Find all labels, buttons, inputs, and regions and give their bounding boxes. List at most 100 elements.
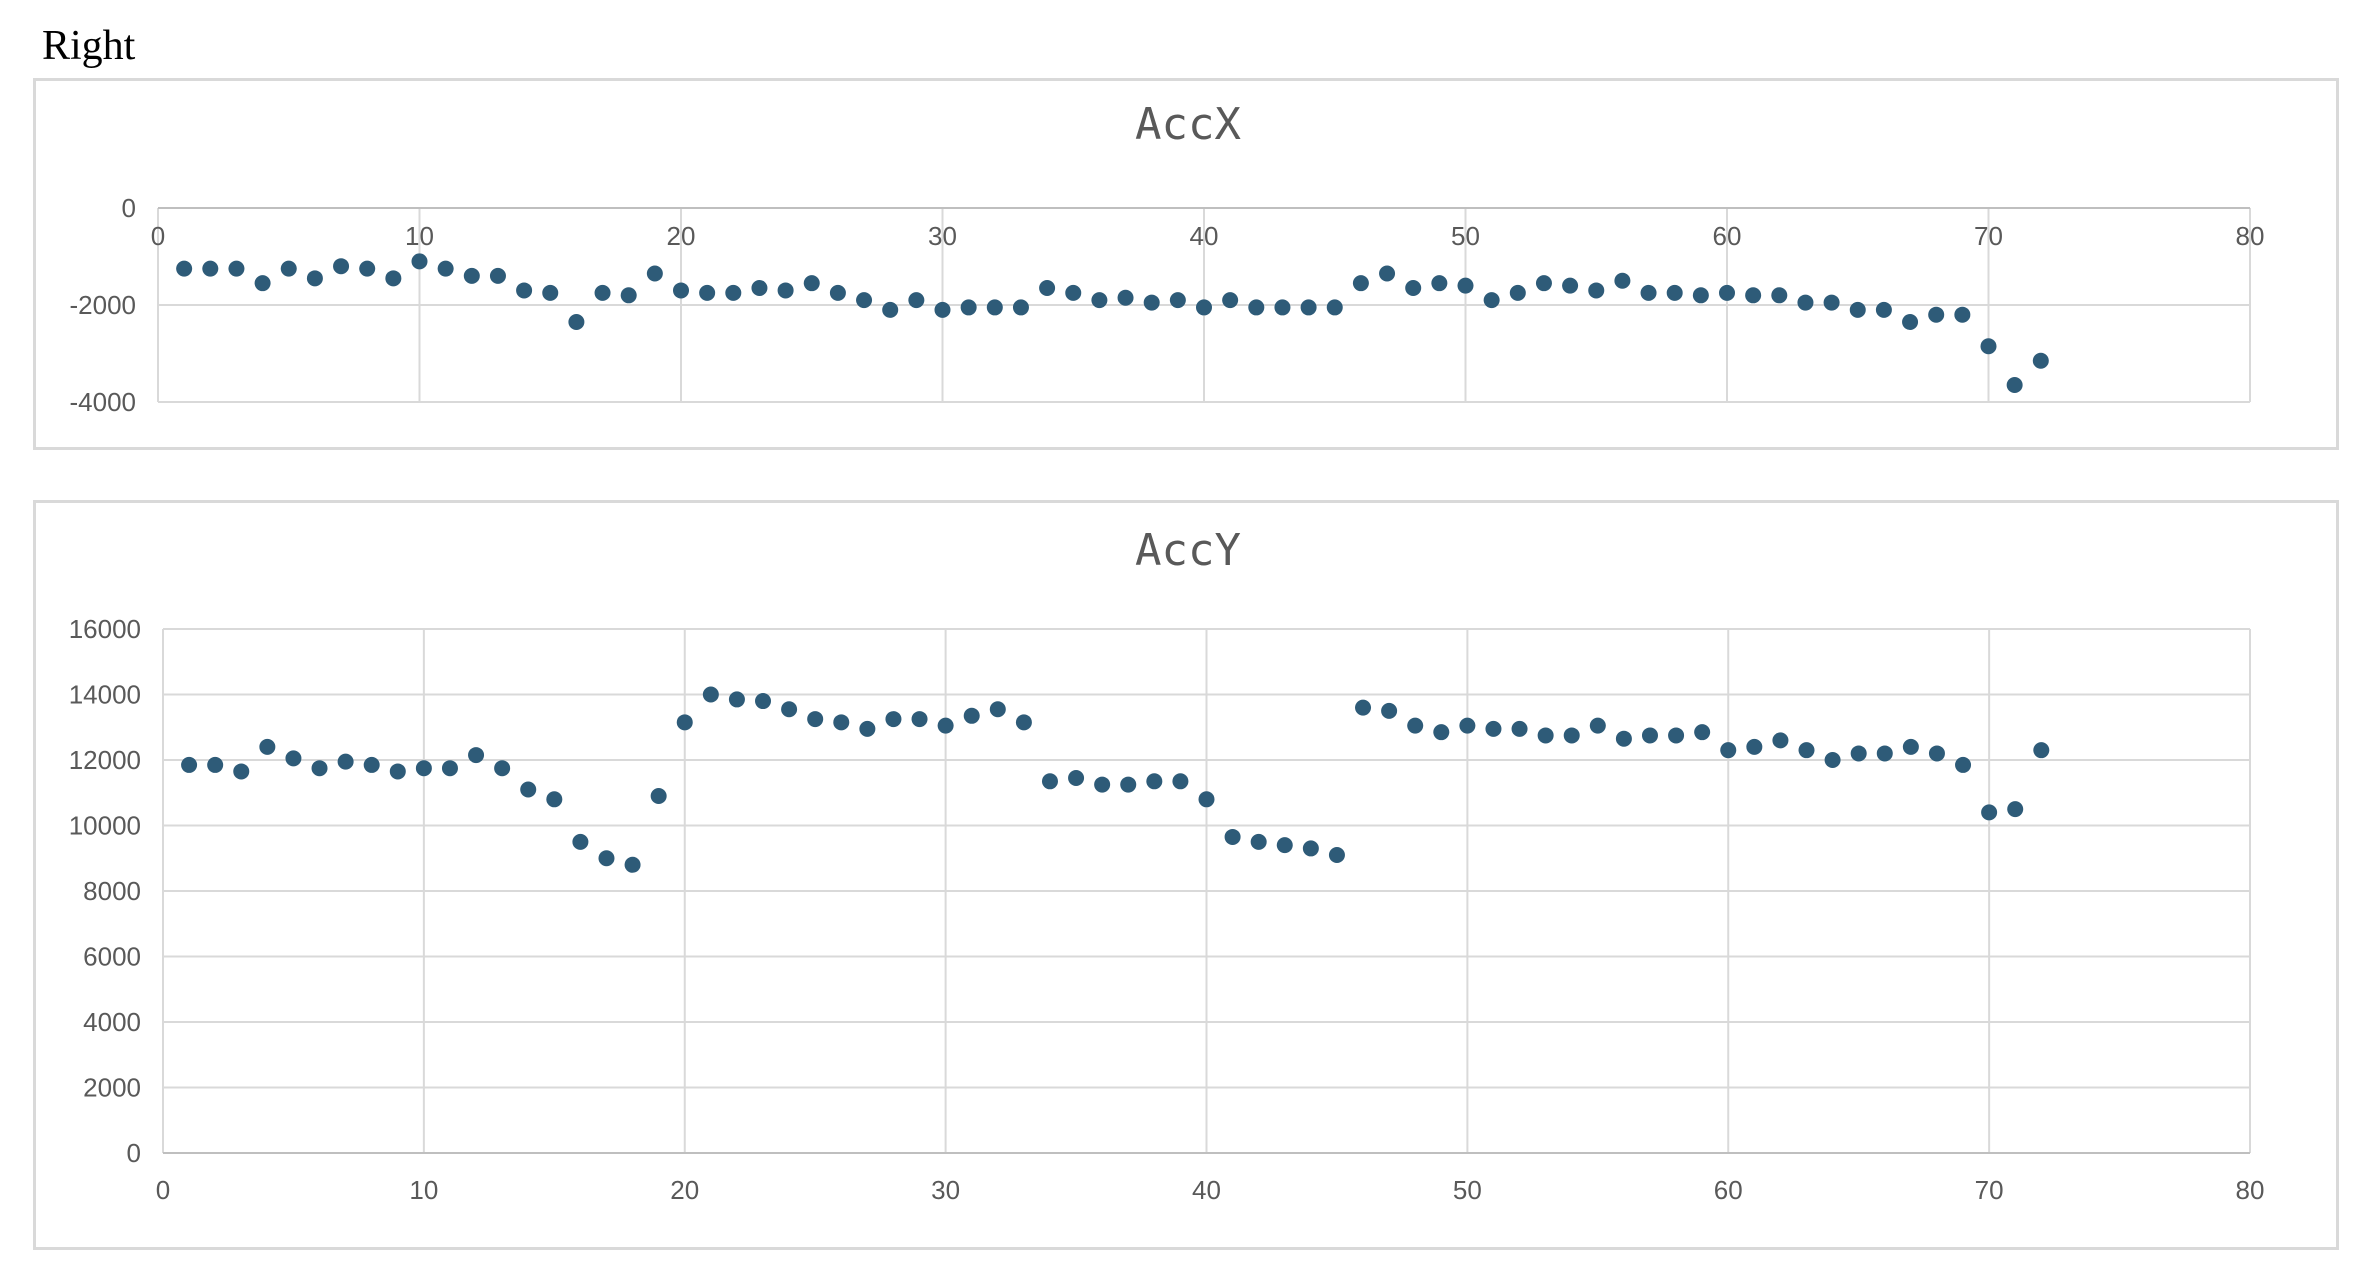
data-point bbox=[885, 711, 902, 728]
data-point bbox=[1094, 776, 1111, 793]
data-point bbox=[415, 760, 432, 777]
data-point bbox=[1248, 299, 1265, 316]
data-point bbox=[1771, 287, 1788, 304]
data-point bbox=[937, 717, 954, 734]
data-point bbox=[411, 253, 428, 270]
data-point bbox=[1198, 791, 1215, 808]
data-point bbox=[1562, 277, 1579, 294]
data-point bbox=[1928, 306, 1945, 323]
data-point bbox=[702, 686, 719, 703]
data-point bbox=[306, 270, 323, 287]
data-point bbox=[1824, 752, 1841, 768]
y-tick-label: 6000 bbox=[83, 942, 141, 972]
data-point bbox=[1328, 846, 1345, 863]
data-point bbox=[463, 267, 480, 284]
data-point bbox=[1117, 289, 1134, 306]
data-point bbox=[1692, 287, 1709, 304]
data-point bbox=[233, 763, 250, 780]
data-point bbox=[1224, 828, 1241, 845]
data-point bbox=[280, 260, 297, 277]
data-point bbox=[516, 282, 533, 299]
data-point bbox=[755, 693, 772, 710]
data-point bbox=[389, 763, 406, 780]
data-point bbox=[859, 720, 876, 737]
data-point bbox=[725, 284, 742, 301]
data-point bbox=[1954, 306, 1971, 323]
data-point bbox=[1876, 745, 1893, 762]
data-point bbox=[1091, 292, 1108, 309]
chart-accy-plot: AccY 0 2000 4000 6000 8000 10000 12000 14000 1600… bbox=[69, 525, 2265, 1205]
data-point bbox=[1041, 773, 1058, 790]
data-point bbox=[728, 691, 745, 708]
data-point bbox=[1015, 714, 1032, 731]
data-point bbox=[1928, 745, 1945, 762]
data-point bbox=[989, 701, 1006, 718]
data-point bbox=[546, 791, 563, 808]
data-point bbox=[1274, 299, 1291, 316]
data-point bbox=[311, 760, 328, 777]
data-point bbox=[1641, 727, 1658, 744]
data-point bbox=[807, 711, 824, 728]
data-point bbox=[2006, 377, 2023, 394]
data-point bbox=[699, 284, 716, 301]
data-point bbox=[1980, 338, 1997, 355]
data-point bbox=[1457, 277, 1474, 294]
y-tick-label: 14000 bbox=[69, 680, 141, 710]
data-point bbox=[1537, 727, 1554, 744]
data-point bbox=[1483, 292, 1500, 309]
data-point bbox=[437, 260, 454, 277]
data-point bbox=[1614, 272, 1631, 289]
y-tick-label: -4000 bbox=[70, 387, 137, 417]
data-point bbox=[1509, 284, 1526, 301]
data-point bbox=[228, 260, 245, 277]
data-point bbox=[1146, 773, 1163, 790]
data-point bbox=[1352, 275, 1369, 292]
data-point bbox=[285, 750, 302, 767]
data-point bbox=[1459, 717, 1476, 734]
x-tick-label: 70 bbox=[1974, 221, 2003, 251]
data-point bbox=[1143, 294, 1160, 311]
data-point bbox=[1379, 265, 1396, 282]
data-point bbox=[1719, 284, 1735, 301]
x-tick-label: 10 bbox=[409, 1175, 438, 1205]
data-point bbox=[1902, 738, 1919, 755]
data-point bbox=[489, 267, 506, 284]
data-point bbox=[1511, 720, 1528, 737]
data-point bbox=[624, 856, 641, 873]
data-point bbox=[1068, 770, 1085, 787]
data-point bbox=[1300, 299, 1317, 316]
data-point bbox=[1955, 756, 1972, 773]
data-point bbox=[254, 275, 271, 292]
data-point bbox=[1302, 840, 1319, 857]
data-point bbox=[960, 299, 977, 316]
x-tick-label: 30 bbox=[931, 1175, 960, 1205]
data-point bbox=[650, 788, 667, 805]
y-tick-label: 0 bbox=[122, 193, 136, 223]
y-tick-label: 4000 bbox=[83, 1007, 141, 1037]
data-point bbox=[833, 714, 850, 731]
data-point bbox=[337, 753, 354, 770]
data-point bbox=[1485, 720, 1502, 737]
x-tick-label: 50 bbox=[1453, 1175, 1482, 1205]
y-tick-label: 10000 bbox=[69, 811, 141, 841]
data-point bbox=[803, 275, 820, 292]
data-point bbox=[1381, 702, 1398, 719]
x-tick-label: 60 bbox=[1714, 1175, 1743, 1205]
data-point bbox=[1668, 727, 1685, 744]
data-point bbox=[1433, 724, 1450, 741]
chart-accy: AccY 0 2000 4000 6000 8000 10000 12000 14000 1600… bbox=[33, 500, 2339, 1250]
data-point bbox=[468, 747, 485, 764]
data-point bbox=[1196, 299, 1212, 316]
data-point bbox=[259, 738, 276, 755]
data-point bbox=[1563, 727, 1580, 744]
chart-accx: AccX 0 -2000 -4000 0 10 20 30 40 50 60 70 80 bbox=[33, 78, 2339, 450]
data-point bbox=[2007, 801, 2024, 818]
x-tick-label: 50 bbox=[1451, 221, 1480, 251]
data-point bbox=[1640, 284, 1657, 301]
y-tick-label: 12000 bbox=[69, 745, 141, 775]
data-point bbox=[594, 284, 611, 301]
data-point bbox=[385, 270, 402, 287]
data-point bbox=[781, 701, 798, 718]
data-point bbox=[2032, 352, 2049, 369]
data-point bbox=[1666, 284, 1683, 301]
